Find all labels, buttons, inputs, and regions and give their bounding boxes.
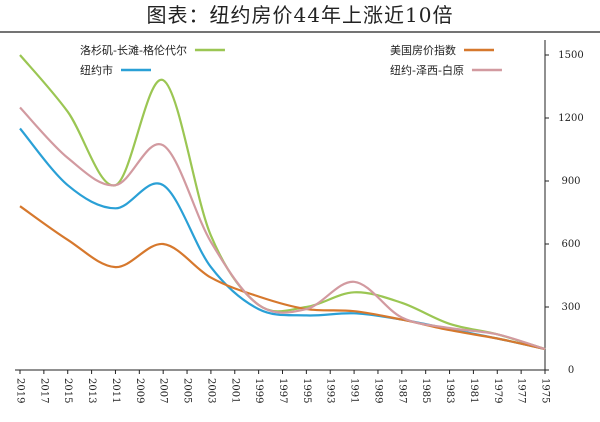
x-tick-label: 1999: [253, 378, 264, 403]
x-tick-label: 1983: [444, 378, 455, 403]
series-line-4: [19, 106, 546, 351]
x-tick-label: 2007: [158, 378, 169, 403]
y-tick-label: 1200: [558, 113, 583, 124]
x-tick-label: 1995: [301, 378, 312, 403]
x-tick-label: 1979: [492, 378, 503, 403]
legend-label-2: 纽约市: [80, 63, 113, 77]
x-tick-label: 1991: [349, 378, 360, 403]
legend-label-3: 美国房价指数: [390, 43, 456, 57]
x-tick-label: 1981: [468, 378, 479, 403]
x-tick-label: 2001: [229, 378, 240, 403]
x-tick-label: 2015: [62, 378, 73, 403]
series-line-3: [19, 205, 546, 351]
y-tick-label: 900: [561, 176, 580, 187]
chart-title: 图表：纽约房价44年上涨近10倍: [147, 3, 454, 27]
x-tick-label: 2011: [110, 378, 121, 403]
x-tick-label: 2003: [205, 378, 216, 403]
legend-label-1: 洛杉矶-长滩-格伦代尔: [80, 43, 187, 57]
legend-label-4: 纽约-泽西-白原: [390, 63, 464, 77]
x-tick-label: 1977: [516, 378, 527, 403]
x-tick-label: 1985: [420, 378, 431, 403]
y-tick-label: 0: [568, 365, 574, 376]
x-tick-label: 2017: [38, 378, 49, 403]
x-tick-label: 1987: [396, 378, 407, 403]
x-tick-label: 1993: [325, 378, 336, 403]
series-layer: [19, 54, 546, 351]
x-tick-label: 1975: [540, 378, 551, 403]
y-tick-label: 600: [561, 239, 580, 250]
x-tick-label: 2005: [182, 378, 193, 403]
y-tick-label: 300: [561, 302, 580, 313]
x-tick-label: 2013: [86, 378, 97, 403]
x-tick-label: 1989: [372, 378, 383, 403]
axes: 0 300 600 900 1200 1500 2019 2017 2015 2013 2011 20…: [15, 40, 584, 403]
x-tick-label: 2019: [15, 378, 26, 403]
x-tick-label: 1997: [277, 378, 288, 403]
y-tick-label: 1500: [558, 50, 583, 61]
x-tick-label: 2009: [134, 378, 145, 403]
series-line-2: [19, 127, 546, 351]
